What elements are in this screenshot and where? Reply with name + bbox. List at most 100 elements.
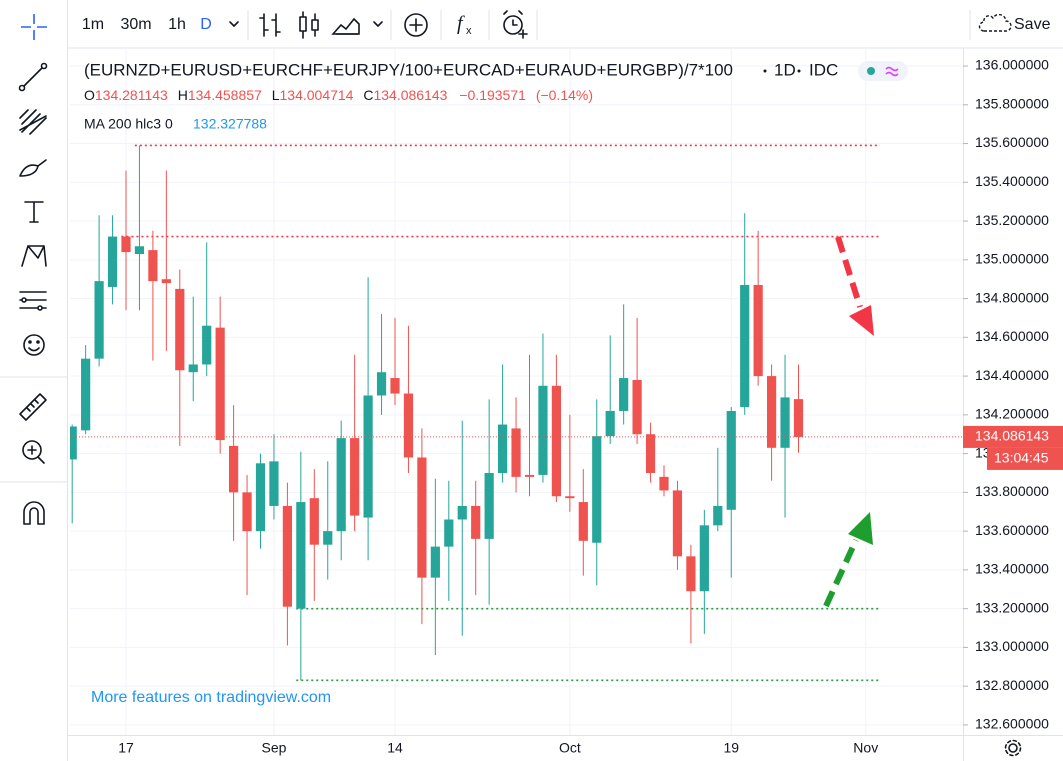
y-tick-label: 134.800000: [975, 289, 1049, 305]
candle-body: [780, 397, 790, 448]
candle-body: [592, 436, 602, 543]
candle-body: [282, 505, 292, 607]
interval-dropdown[interactable]: [229, 21, 239, 27]
y-tick-label: 135.600000: [975, 134, 1049, 150]
candle-body: [336, 438, 346, 532]
candle-body: [767, 376, 777, 448]
y-tick-label: 135.400000: [975, 173, 1049, 189]
candle-body: [403, 393, 414, 458]
candle-body: [632, 379, 642, 435]
candle-body: [659, 476, 669, 491]
brush-tool[interactable]: [19, 159, 47, 177]
y-tick-label: 133.000000: [975, 638, 1049, 654]
x-tick-label: 17: [118, 740, 134, 756]
candle-body: [175, 288, 185, 371]
candle-body: [121, 236, 131, 253]
trendline-tool[interactable]: [18, 62, 48, 92]
candle-body: [188, 364, 198, 373]
x-tick-label: Sep: [261, 740, 286, 756]
bars-icon[interactable]: [259, 13, 281, 37]
prediction-tool[interactable]: [19, 291, 47, 311]
ohlc-values: O134.281143 H134.458857 L134.004714 C134…: [84, 87, 593, 103]
indicator-value: 132.327788: [193, 116, 267, 132]
x-tick-label: Oct: [559, 740, 581, 756]
high-label: H: [178, 87, 188, 103]
zoom-tool[interactable]: [22, 440, 45, 464]
chart-type-dropdown[interactable]: [373, 21, 383, 27]
interval-button[interactable]: 1m: [82, 16, 104, 33]
candle-body: [323, 531, 333, 545]
y-tick-label: 132.800000: [975, 677, 1049, 693]
candle-body: [645, 434, 656, 473]
save-button[interactable]: Save: [1014, 16, 1051, 33]
y-tick-label: 133.400000: [975, 561, 1049, 577]
low-value: 134.004714: [280, 87, 354, 103]
interval-button-active[interactable]: D: [200, 16, 212, 33]
candle-body: [726, 410, 736, 510]
candle-body: [444, 519, 454, 547]
change-value: −0.193571: [459, 87, 526, 103]
left-toolbar: [0, 0, 68, 761]
data-status: [885, 66, 899, 77]
magnet-tool[interactable]: [23, 501, 45, 525]
last-price-box: [963, 425, 1063, 448]
pattern-tool[interactable]: [21, 245, 47, 267]
candle-body: [484, 472, 494, 539]
candle-body: [524, 474, 535, 477]
settings-icon[interactable]: [1004, 739, 1022, 757]
candle-body: [81, 358, 91, 431]
last-price-label: 134.086143: [975, 428, 1049, 444]
close-label: C: [363, 87, 373, 103]
watermark-link[interactable]: More features on tradingview.com: [91, 689, 331, 706]
compare-icon[interactable]: [404, 13, 428, 37]
area-icon[interactable]: [331, 17, 360, 35]
save-icon[interactable]: [978, 13, 1012, 32]
legend: (EURNZD+EURUSD+EURCHF+EURJPY/100+EURCAD+…: [84, 60, 908, 132]
crosshair-tool[interactable]: [21, 14, 47, 40]
fib-tool[interactable]: [19, 109, 47, 135]
axes: 132.600000 132.800000 133.000000 133.200000…: [118, 57, 1063, 756]
y-tick-label: 133.600000: [975, 522, 1049, 538]
emoji-tool[interactable]: [23, 334, 45, 356]
candle-body: [551, 385, 561, 497]
candle-body: [753, 285, 763, 377]
down-arrow-drawing: [835, 236, 874, 336]
x-tick-label: Nov: [853, 740, 878, 756]
x-tick-label: 19: [723, 740, 739, 756]
candle-body: [296, 502, 306, 609]
candle-body: [457, 505, 467, 520]
candle-body: [511, 428, 521, 477]
candle-body: [161, 279, 171, 284]
symbol-exchange: IDC: [809, 60, 838, 79]
x-tick-label: 14: [387, 740, 403, 756]
candle-body: [255, 463, 266, 532]
candle-body: [565, 496, 575, 499]
indicator-title[interactable]: MA 200 hlc3 0: [84, 116, 173, 132]
ruler-tool[interactable]: [19, 393, 47, 421]
low-label: L: [272, 87, 280, 103]
interval-button[interactable]: 1h: [168, 16, 186, 33]
candle-body: [350, 438, 360, 516]
candle-body: [269, 461, 279, 506]
close-value: 134.086143: [373, 87, 447, 103]
interval-button[interactable]: 30m: [120, 16, 151, 33]
alert-icon[interactable]: [503, 10, 528, 39]
candle-body: [363, 395, 373, 518]
candle-body: [202, 325, 212, 365]
text-tool[interactable]: [24, 201, 44, 223]
svg-text:x: x: [466, 25, 472, 37]
symbol-name[interactable]: (EURNZD+EURUSD+EURCHF+EURJPY/100+EURCAD+…: [84, 60, 733, 79]
candles-icon[interactable]: [299, 11, 319, 39]
candle-body: [619, 378, 629, 411]
y-tick-label: 135.800000: [975, 95, 1049, 111]
symbol-interval: 1D: [774, 60, 796, 79]
y-tick-label: 134.400000: [975, 367, 1049, 383]
candle-body: [713, 505, 723, 526]
countdown-box: [987, 447, 1063, 470]
candle-body: [471, 505, 481, 539]
candle-body: [605, 410, 615, 437]
candle-body: [430, 546, 440, 578]
